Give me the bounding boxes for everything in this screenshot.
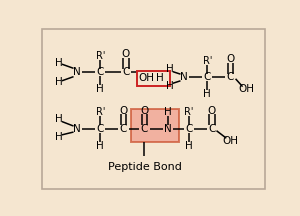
Text: C: C (203, 73, 211, 83)
Text: R': R' (184, 107, 193, 118)
Text: R': R' (96, 51, 105, 61)
Text: H: H (166, 81, 174, 91)
Text: C: C (97, 67, 104, 78)
Text: C: C (208, 124, 216, 134)
Text: OH: OH (239, 84, 255, 94)
Text: C: C (97, 124, 104, 134)
Text: Peptide Bond: Peptide Bond (107, 162, 182, 172)
Text: C: C (227, 73, 234, 83)
Text: N: N (180, 73, 188, 83)
Text: N: N (73, 124, 81, 134)
Text: R': R' (96, 107, 105, 118)
Text: H: H (164, 107, 172, 118)
Text: H: H (166, 64, 174, 74)
Text: O: O (140, 106, 148, 116)
Text: R': R' (202, 56, 212, 66)
Text: C: C (122, 67, 130, 78)
Text: H: H (55, 132, 62, 142)
Text: O: O (226, 54, 235, 64)
Text: O: O (119, 106, 128, 116)
Text: H: H (96, 141, 104, 151)
Bar (137, 71, 170, 86)
Text: H: H (55, 57, 62, 68)
Text: OH: OH (223, 136, 238, 146)
Text: C: C (120, 124, 127, 134)
Text: O: O (122, 49, 130, 59)
Text: H: H (203, 89, 211, 99)
Text: H: H (55, 78, 62, 87)
Text: H: H (96, 84, 104, 94)
Text: C: C (141, 124, 148, 134)
Bar (130, 109, 179, 142)
Text: O: O (208, 106, 216, 116)
Text: OH: OH (138, 73, 154, 83)
Text: C: C (185, 124, 192, 134)
Text: H: H (185, 141, 193, 151)
Text: N: N (73, 67, 81, 78)
Text: N: N (164, 124, 172, 134)
Text: H: H (55, 114, 62, 124)
Text: H: H (156, 73, 164, 83)
